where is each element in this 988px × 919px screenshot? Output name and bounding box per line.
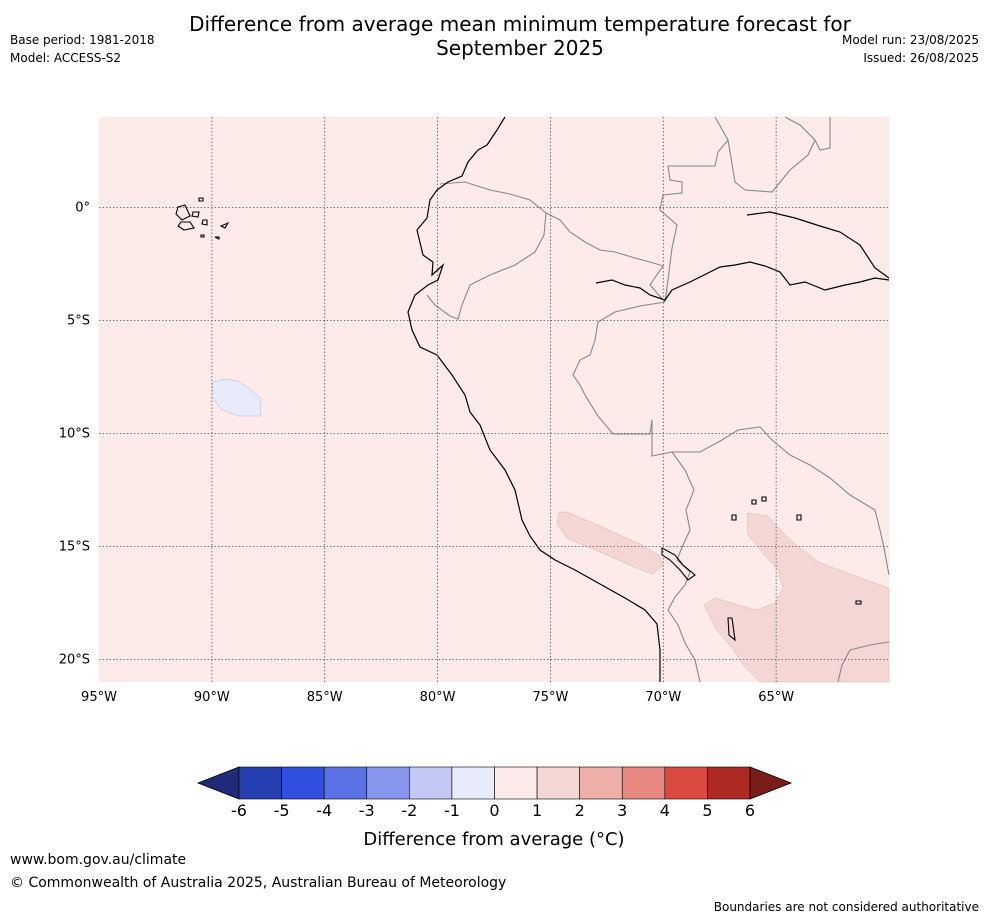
border-peru-brazil <box>572 301 666 435</box>
base-period: Base period: 1981-2018 <box>10 33 155 47</box>
disclaimer-text: Boundaries are not considered authoritat… <box>713 900 979 914</box>
colorbar-tick-label: 5 <box>702 801 712 820</box>
border-venezuela-brazil <box>659 116 729 303</box>
amazon-river <box>595 261 890 301</box>
lat-tick-label: 0° <box>75 200 90 215</box>
colorbar-tick-label: -6 <box>231 801 247 820</box>
lon-tick-label: 75°W <box>532 690 568 705</box>
small-features <box>175 197 862 642</box>
border-colombia-venezuela-peru <box>426 212 547 320</box>
colorbar-extend-high <box>749 766 793 800</box>
colorbar-segment <box>281 766 325 800</box>
colorbar-extend-low <box>196 766 240 800</box>
colorbar-segment <box>621 766 666 800</box>
anomaly-region-galapagos-west <box>211 378 262 417</box>
border-suriname <box>814 117 831 151</box>
border-peru-bolivia <box>651 420 701 683</box>
border-colombia-brazil <box>545 212 666 303</box>
title-line-2: September 2025 <box>436 36 604 60</box>
lat-tick-label: 15°S <box>59 539 90 554</box>
lon-tick-label: 95°W <box>81 690 117 705</box>
lon-tick-label: 80°W <box>420 690 456 705</box>
colorbar-segment <box>707 766 751 800</box>
lon-tick-label: 65°W <box>758 690 794 705</box>
border-bolivia-brazil <box>672 426 890 576</box>
colorbar-tick-label: -1 <box>444 801 460 820</box>
colorbar-title: Difference from average (°C) <box>363 829 624 850</box>
negro-river <box>746 211 890 279</box>
coastlines <box>407 116 890 682</box>
colorbar-tick-label: 6 <box>745 801 755 820</box>
border-guyana <box>727 116 816 193</box>
colorbar-tick-label: 3 <box>617 801 627 820</box>
colorbar-tick-label: -4 <box>316 801 332 820</box>
colorbar-tick-label: 2 <box>575 801 585 820</box>
anomaly-region-bolivia <box>703 512 890 683</box>
colorbar-segment <box>409 766 453 800</box>
title-line-1: Difference from average mean minimum tem… <box>189 12 851 36</box>
colorbar-segment <box>238 766 282 800</box>
country-borders <box>426 116 890 683</box>
lon-tick-label: 70°W <box>645 690 681 705</box>
lon-tick-label: 90°W <box>194 690 230 705</box>
issued-date: Issued: 26/08/2025 <box>863 51 979 65</box>
map-panel: 95°W 90°W 85°W 80°W 75°W 70°W 65°W 0° 5°S 10°S 15°… <box>59 116 890 705</box>
colorbar-tick-label: -5 <box>274 801 290 820</box>
model-name: Model: ACCESS-S2 <box>10 51 122 65</box>
colorbar-tick-label: 4 <box>660 801 670 820</box>
colorbar-segment <box>451 766 495 800</box>
axis-labels: 95°W 90°W 85°W 80°W 75°W 70°W 65°W 0° 5°S 10°S 15°… <box>59 200 795 705</box>
colorbar-tick-label: 0 <box>489 801 499 820</box>
lon-tick-label: 85°W <box>307 690 343 705</box>
lake-titicaca <box>661 547 696 581</box>
colorbar-segment <box>536 766 580 800</box>
anomaly-region-peru-coast <box>556 511 664 575</box>
colorbar-segment <box>579 766 623 800</box>
map-title: Difference from average mean minimum tem… <box>160 12 880 60</box>
copyright-text: © Commonwealth of Australia 2025, Austra… <box>10 875 507 891</box>
colorbar-segment <box>366 766 410 800</box>
model-run: Model run: 23/08/2025 <box>841 33 979 47</box>
lat-tick-label: 20°S <box>59 652 90 667</box>
coastline-pacific <box>407 116 661 682</box>
border-ecuador-colombia <box>439 181 547 214</box>
lat-tick-label: 10°S <box>59 426 90 441</box>
colorbar-segment <box>323 766 368 800</box>
colorbar-tick-label: -2 <box>401 801 417 820</box>
colorbar-segment <box>664 766 708 800</box>
galapagos-islands <box>175 197 230 240</box>
colorbar-segment <box>494 766 538 800</box>
lat-tick-label: 5°S <box>67 313 90 328</box>
colorbar-tick-label: -3 <box>359 801 375 820</box>
lakes-bolivia <box>727 496 862 642</box>
colorbar-tick-label: 1 <box>532 801 542 820</box>
colorbar: -6 -5 -4 -3 -2 -1 0 1 2 3 4 5 6 <box>196 766 793 820</box>
website-link[interactable]: www.bom.gov.au/climate <box>10 852 187 868</box>
border-bolivia-paraguay <box>837 641 890 683</box>
gridlines <box>99 117 889 682</box>
